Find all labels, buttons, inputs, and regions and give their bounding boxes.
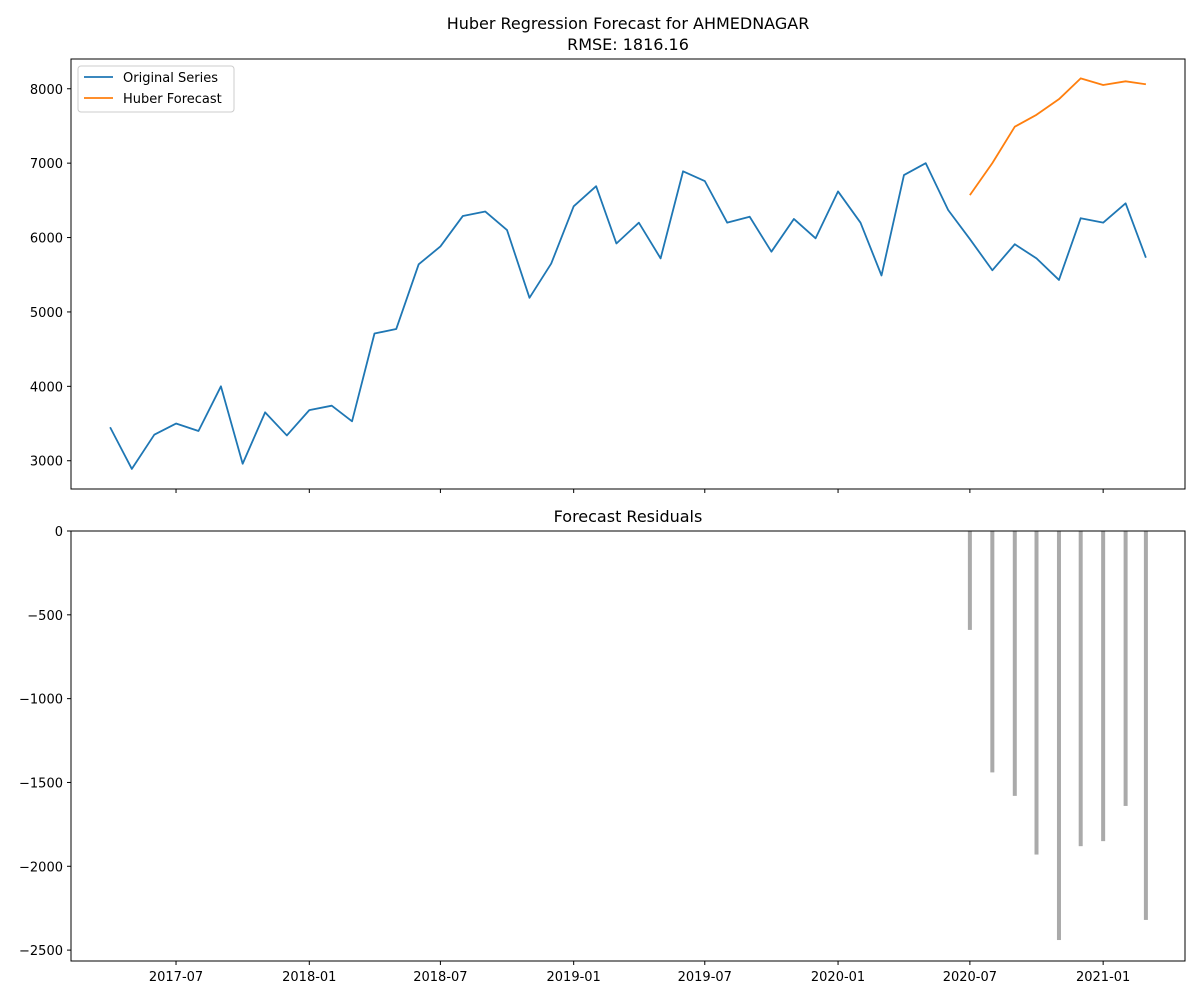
legend-label-huber-forecast: Huber Forecast bbox=[123, 92, 222, 107]
x-tick-label: 2020-01 bbox=[811, 970, 865, 985]
chart-title: Huber Regression Forecast for AHMEDNAGAR bbox=[447, 14, 810, 33]
residual-bar bbox=[967, 531, 972, 630]
series-line-huber-forecast bbox=[969, 77, 1147, 196]
x-tick-label: 2018-01 bbox=[282, 970, 336, 985]
x-tick-label: 2019-01 bbox=[547, 970, 601, 985]
y-tick-label: −1500 bbox=[19, 776, 63, 791]
y-tick-label: 7000 bbox=[30, 157, 63, 172]
y-tick-label: −1000 bbox=[19, 693, 63, 708]
residual-bar bbox=[1101, 531, 1106, 842]
residuals-chart: Forecast Residuals 0 −500 −1000 −1500 −2000 −… bbox=[19, 507, 1186, 985]
residual-bar bbox=[1012, 531, 1017, 796]
forecast-plot-area bbox=[109, 77, 1147, 470]
x-tick-label: 2018-07 bbox=[413, 970, 467, 985]
residual-bar bbox=[1034, 531, 1039, 855]
x-tick-label: 2020-07 bbox=[943, 970, 997, 985]
forecast-y-axis: 3000 4000 5000 6000 7000 8000 bbox=[30, 83, 71, 470]
y-tick-label: 8000 bbox=[30, 83, 63, 98]
y-tick-label: 0 bbox=[55, 525, 63, 540]
y-tick-label: 3000 bbox=[30, 455, 63, 470]
y-tick-label: 5000 bbox=[30, 306, 63, 321]
x-tick-label: 2019-07 bbox=[678, 970, 732, 985]
legend-label-original-series: Original Series bbox=[123, 71, 218, 86]
series-line-original-series bbox=[109, 162, 1147, 470]
residuals-title: Forecast Residuals bbox=[554, 507, 703, 526]
residual-bar bbox=[1056, 531, 1061, 941]
forecast-x-axis bbox=[175, 489, 1104, 493]
y-tick-label: 4000 bbox=[30, 380, 63, 395]
legend-box bbox=[77, 65, 235, 113]
y-tick-label: −2500 bbox=[19, 944, 63, 959]
legend: Original Series Huber Forecast bbox=[77, 65, 235, 113]
residual-bar bbox=[990, 531, 995, 773]
residual-bar bbox=[1143, 531, 1148, 920]
chart-subtitle: RMSE: 1816.16 bbox=[567, 35, 689, 54]
forecast-chart: Huber Regression Forecast for AHMEDNAGAR… bbox=[30, 14, 1186, 493]
forecast-axes-frame bbox=[70, 58, 1186, 490]
x-tick-label: 2017-07 bbox=[149, 970, 203, 985]
residuals-axes-frame bbox=[70, 530, 1186, 962]
residuals-y-axis: 0 −500 −1000 −1500 −2000 −2500 bbox=[19, 525, 71, 959]
residuals-x-axis: 2017-07 2018-01 2018-07 2019-01 2019-07 2020-… bbox=[149, 961, 1130, 985]
y-tick-label: −2000 bbox=[19, 860, 63, 875]
residual-bar bbox=[1078, 531, 1083, 847]
residuals-plot-area bbox=[967, 531, 1148, 941]
x-tick-label: 2021-01 bbox=[1076, 970, 1130, 985]
residual-bar bbox=[1123, 531, 1128, 806]
y-tick-label: 6000 bbox=[30, 232, 63, 247]
y-tick-label: −500 bbox=[27, 609, 63, 624]
